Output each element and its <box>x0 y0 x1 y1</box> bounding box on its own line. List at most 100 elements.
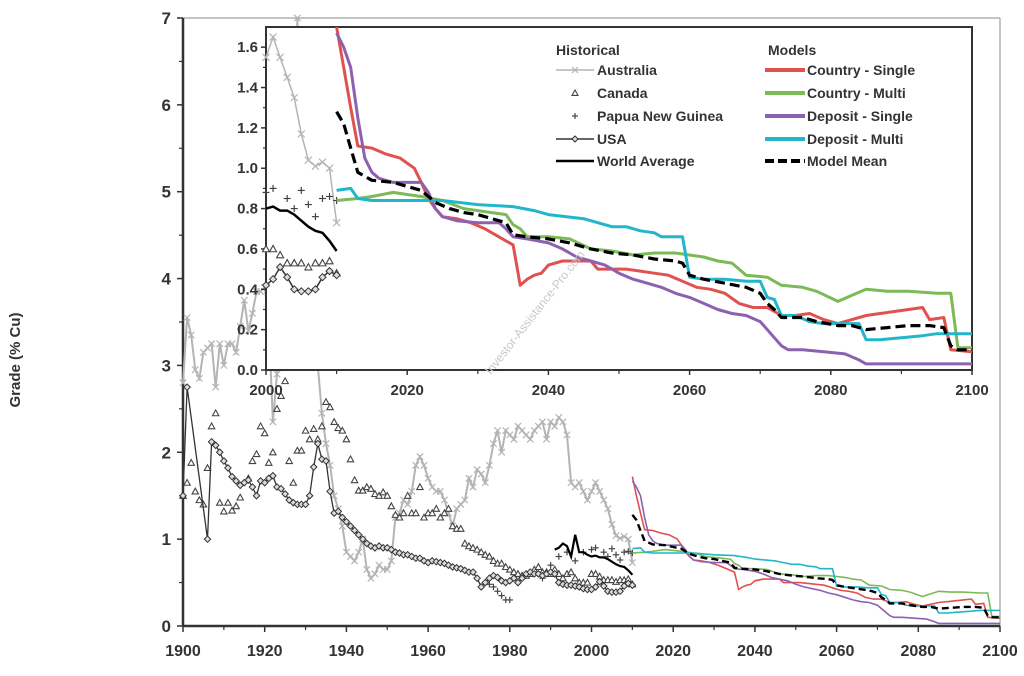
point-main-australia <box>404 500 412 509</box>
point-inset-canada <box>268 244 278 253</box>
series-inset-world <box>265 205 338 252</box>
point-main-canada <box>248 456 257 465</box>
point-main-australia <box>387 557 395 565</box>
point-main-australia-stroke <box>604 505 612 513</box>
point-main-australia <box>498 448 506 456</box>
point-main-usa <box>224 464 232 472</box>
point-main-australia-stroke <box>322 439 330 448</box>
point-main-australia-stroke <box>624 535 632 543</box>
point-main-canada <box>285 456 294 465</box>
point-main-australia-stroke <box>628 558 636 567</box>
main-x-tick-label: 2100 <box>982 643 1018 660</box>
point-main-australia-stroke <box>273 370 281 378</box>
point-main-png <box>571 557 579 565</box>
point-main-usa <box>395 549 404 557</box>
inset-x-tick-label: 2060 <box>673 382 706 399</box>
point-main-png <box>588 546 595 553</box>
point-main-usa <box>260 478 269 487</box>
point-inset-png <box>290 205 298 213</box>
point-main-australia-stroke <box>526 435 534 443</box>
point-main-usa <box>309 463 318 471</box>
inset-x-tick-label: 2020 <box>391 382 424 399</box>
point-main-australia-stroke <box>363 565 371 574</box>
main-y-tick-label: 2 <box>162 443 171 462</box>
point-main-canada <box>505 565 514 573</box>
line-main-deposit-single <box>631 480 1000 625</box>
inset-background <box>266 27 972 370</box>
point-main-australia <box>363 565 371 574</box>
point-main-usa <box>268 471 277 480</box>
legend-label: Country - Single <box>807 62 915 78</box>
point-main-australia-stroke <box>555 413 563 422</box>
point-main-canada <box>370 489 380 498</box>
main-y-tick-label: 4 <box>162 270 172 289</box>
point-main-canada <box>566 567 576 576</box>
point-main-australia-stroke <box>404 500 412 509</box>
point-main-canada <box>387 501 396 510</box>
point-main-australia-stroke <box>575 479 583 487</box>
main-y-tick-label: 5 <box>162 183 171 202</box>
main-x-tick-label: 1920 <box>247 643 283 660</box>
point-main-usa <box>354 530 363 539</box>
point-main-usa <box>493 573 502 582</box>
point-main-usa <box>326 487 334 496</box>
point-main-australia <box>612 532 620 540</box>
point-inset-australia <box>283 73 292 82</box>
point-main-australia <box>338 522 346 530</box>
point-main-canada <box>374 491 384 499</box>
point-main-australia <box>583 496 592 504</box>
point-inset-australia-stroke <box>283 73 292 82</box>
point-main-usa <box>383 543 392 552</box>
point-inset-usa <box>318 272 327 282</box>
legend-label: Deposit - Multi <box>807 131 903 147</box>
point-main-australia-stroke <box>583 496 592 504</box>
point-main-canada <box>485 552 494 560</box>
point-inset-australia-stroke <box>304 156 313 165</box>
point-main-australia <box>624 535 632 543</box>
point-main-australia <box>322 439 330 448</box>
point-main-png <box>612 551 620 558</box>
point-main-australia <box>489 439 498 448</box>
point-main-australia-stroke <box>326 461 334 469</box>
point-main-usa <box>179 491 187 500</box>
point-main-australia <box>179 379 187 387</box>
inset-x-tick-label: 2000 <box>249 382 282 399</box>
point-main-canada <box>440 508 449 517</box>
legend-item-australia: Australia <box>556 62 657 78</box>
point-main-australia <box>440 496 449 504</box>
point-main-canada <box>379 487 388 496</box>
line-main-country-single <box>631 476 1001 619</box>
point-main-canada <box>219 507 228 515</box>
main-series-layer <box>178 14 1001 625</box>
point-main-australia <box>244 327 252 335</box>
point-inset-png <box>283 195 291 202</box>
legend-historical-title: Historical <box>556 42 620 58</box>
point-main-australia-stroke <box>293 14 302 22</box>
point-main-canada <box>472 545 482 553</box>
inset-plot-area: 0.0 0.2 0.4 0.6 0.8 1.0 1.2 1.4 1.6 2000 2020 2040 2… <box>237 26 989 399</box>
point-main-canada <box>272 404 282 412</box>
point-main-australia <box>355 548 363 556</box>
point-main-australia-stroke <box>232 348 240 357</box>
point-inset-canada <box>261 244 271 253</box>
point-main-canada <box>395 513 404 521</box>
point-main-australia <box>220 361 228 370</box>
point-inset-australia-stroke <box>290 93 299 102</box>
point-main-usa <box>489 571 498 580</box>
point-main-australia <box>232 348 240 357</box>
point-inset-australia-stroke <box>318 158 327 167</box>
legend-label: USA <box>597 131 627 147</box>
main-y-tick-label: 3 <box>162 356 171 375</box>
point-main-usa <box>219 457 228 465</box>
point-inset-canada <box>282 258 292 267</box>
point-main-canada <box>583 578 592 586</box>
line-inset-world <box>265 205 338 252</box>
point-main-australia-stroke <box>342 548 351 556</box>
point-main-canada <box>403 491 412 499</box>
point-main-australia <box>436 487 444 495</box>
point-inset-australia <box>276 53 285 62</box>
point-main-australia <box>616 534 624 542</box>
point-main-canada <box>383 491 392 499</box>
point-main-usa <box>481 578 490 587</box>
main-x-tick-label: 2040 <box>737 643 773 660</box>
